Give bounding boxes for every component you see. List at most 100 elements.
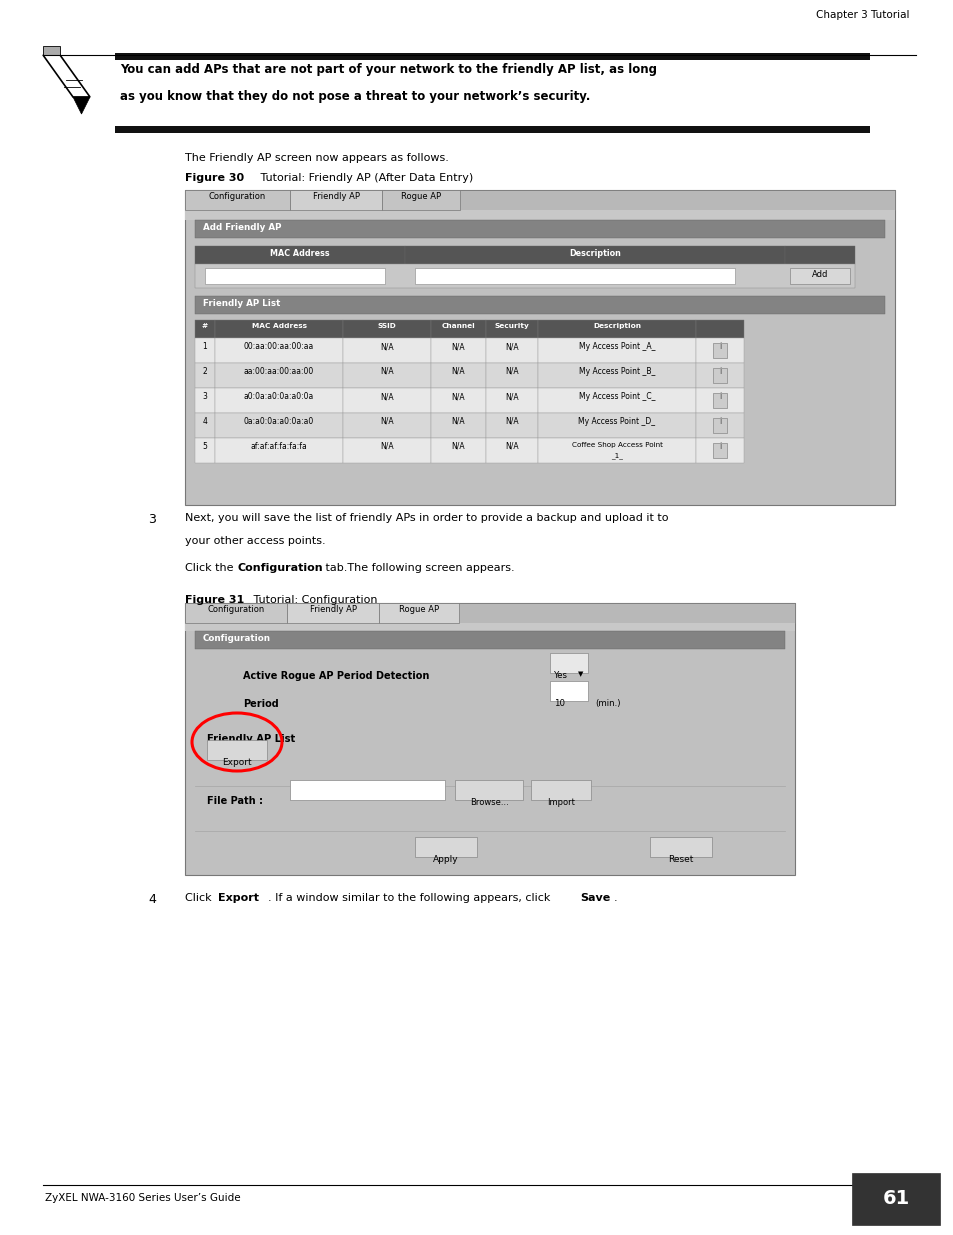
Text: Active Rogue AP Period Detection: Active Rogue AP Period Detection	[243, 671, 429, 680]
Text: 1: 1	[202, 342, 207, 351]
Text: MAC Address: MAC Address	[252, 324, 306, 329]
Text: Tutorial: Configuration: Tutorial: Configuration	[243, 595, 377, 605]
Text: 00:aa:00:aa:00:aa: 00:aa:00:aa:00:aa	[244, 342, 314, 351]
FancyBboxPatch shape	[537, 438, 696, 463]
FancyBboxPatch shape	[214, 388, 343, 412]
Text: Export: Export	[222, 758, 252, 767]
Text: Friendly AP List: Friendly AP List	[203, 299, 280, 308]
Text: _1_: _1_	[611, 452, 622, 458]
FancyBboxPatch shape	[550, 653, 587, 673]
Text: File Path :: File Path :	[207, 797, 263, 806]
Text: 2: 2	[202, 367, 207, 375]
Text: Rogue AP: Rogue AP	[398, 605, 438, 614]
Text: N/A: N/A	[505, 417, 518, 426]
FancyBboxPatch shape	[115, 53, 869, 61]
Text: My Access Point _C_: My Access Point _C_	[578, 391, 655, 401]
FancyBboxPatch shape	[214, 338, 343, 363]
Text: #: #	[202, 324, 208, 329]
Text: Description: Description	[593, 324, 640, 329]
Text: i: i	[718, 391, 720, 401]
Text: Browse...: Browse...	[469, 798, 508, 806]
Text: Save: Save	[579, 893, 610, 903]
FancyBboxPatch shape	[649, 837, 711, 857]
FancyBboxPatch shape	[205, 268, 385, 284]
Text: Friendly AP List: Friendly AP List	[207, 734, 294, 743]
Text: N/A: N/A	[505, 342, 518, 351]
Text: Apply: Apply	[433, 855, 458, 864]
Text: Security: Security	[494, 324, 529, 329]
FancyBboxPatch shape	[784, 246, 854, 264]
Text: 3: 3	[202, 391, 207, 401]
Text: Tutorial: Friendly AP (After Data Entry): Tutorial: Friendly AP (After Data Entry)	[250, 173, 473, 183]
FancyBboxPatch shape	[194, 246, 405, 264]
FancyBboxPatch shape	[287, 603, 378, 622]
FancyBboxPatch shape	[194, 264, 854, 288]
FancyBboxPatch shape	[343, 412, 431, 438]
FancyBboxPatch shape	[696, 320, 743, 338]
Text: My Access Point _B_: My Access Point _B_	[578, 367, 655, 375]
FancyBboxPatch shape	[431, 320, 485, 338]
FancyBboxPatch shape	[185, 622, 794, 631]
FancyBboxPatch shape	[194, 320, 214, 338]
Text: Description: Description	[569, 249, 620, 258]
Text: N/A: N/A	[451, 342, 465, 351]
Text: Configuration: Configuration	[236, 563, 322, 573]
FancyBboxPatch shape	[431, 438, 485, 463]
FancyBboxPatch shape	[405, 246, 784, 264]
Text: ZyXEL NWA-3160 Series User’s Guide: ZyXEL NWA-3160 Series User’s Guide	[45, 1193, 240, 1203]
Text: aa:00:aa:00:aa:00: aa:00:aa:00:aa:00	[244, 367, 314, 375]
Text: Add: Add	[811, 270, 827, 279]
Text: Figure 30: Figure 30	[185, 173, 244, 183]
Text: Configuration: Configuration	[207, 605, 264, 614]
FancyBboxPatch shape	[485, 438, 537, 463]
Text: My Access Point _D_: My Access Point _D_	[578, 417, 655, 426]
Text: i: i	[718, 342, 720, 351]
FancyBboxPatch shape	[194, 363, 214, 388]
Text: SSID: SSID	[377, 324, 395, 329]
FancyBboxPatch shape	[343, 338, 431, 363]
Text: Period: Period	[243, 699, 278, 709]
Text: N/A: N/A	[505, 442, 518, 451]
FancyBboxPatch shape	[712, 368, 726, 383]
FancyBboxPatch shape	[851, 1173, 939, 1225]
Text: You can add APs that are not part of your network to the friendly AP list, as lo: You can add APs that are not part of you…	[120, 63, 657, 77]
Text: My Access Point _A_: My Access Point _A_	[578, 342, 655, 351]
Text: (min.): (min.)	[595, 699, 619, 708]
FancyBboxPatch shape	[696, 412, 743, 438]
Text: 5: 5	[202, 442, 207, 451]
Text: N/A: N/A	[380, 342, 394, 351]
FancyBboxPatch shape	[485, 363, 537, 388]
FancyBboxPatch shape	[537, 388, 696, 412]
Text: .: .	[614, 893, 617, 903]
Text: Click: Click	[185, 893, 214, 903]
FancyBboxPatch shape	[194, 631, 784, 650]
FancyBboxPatch shape	[185, 603, 794, 876]
FancyBboxPatch shape	[537, 412, 696, 438]
FancyBboxPatch shape	[381, 190, 459, 210]
Text: 4: 4	[202, 417, 207, 426]
Text: . If a window similar to the following appears, click: . If a window similar to the following a…	[268, 893, 554, 903]
FancyBboxPatch shape	[214, 412, 343, 438]
Text: Reset: Reset	[668, 855, 693, 864]
FancyBboxPatch shape	[343, 363, 431, 388]
Text: tab.The following screen appears.: tab.The following screen appears.	[322, 563, 514, 573]
FancyBboxPatch shape	[485, 412, 537, 438]
FancyBboxPatch shape	[537, 320, 696, 338]
FancyBboxPatch shape	[343, 438, 431, 463]
FancyBboxPatch shape	[712, 393, 726, 408]
Text: N/A: N/A	[505, 391, 518, 401]
Text: a0:0a:a0:0a:a0:0a: a0:0a:a0:0a:a0:0a	[244, 391, 314, 401]
FancyBboxPatch shape	[712, 443, 726, 458]
Text: 0a:a0:0a:a0:0a:a0: 0a:a0:0a:a0:0a:a0	[244, 417, 314, 426]
Text: Configuration: Configuration	[209, 191, 266, 201]
Text: MAC Address: MAC Address	[270, 249, 330, 258]
FancyBboxPatch shape	[431, 412, 485, 438]
Text: i: i	[718, 417, 720, 426]
FancyBboxPatch shape	[185, 210, 894, 220]
FancyBboxPatch shape	[531, 781, 590, 800]
FancyBboxPatch shape	[185, 190, 290, 210]
Text: Friendly AP: Friendly AP	[309, 605, 356, 614]
FancyBboxPatch shape	[485, 338, 537, 363]
FancyBboxPatch shape	[185, 190, 894, 210]
FancyBboxPatch shape	[290, 190, 381, 210]
